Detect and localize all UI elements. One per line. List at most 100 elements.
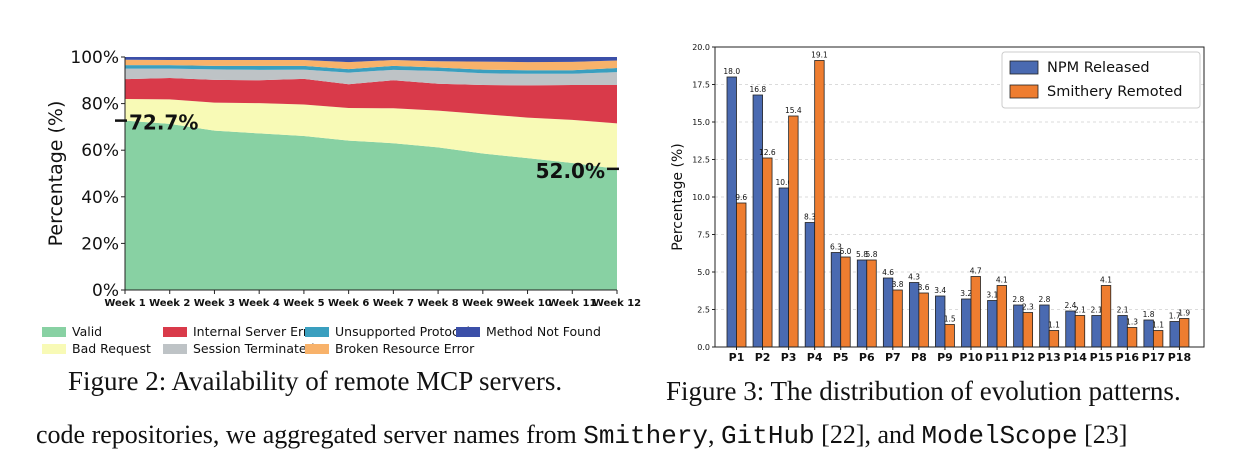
legend-swatch [1009,60,1039,75]
y-axis-label: Percentage (%) [670,143,686,250]
x-tick-label: Week 10 [503,298,551,309]
data-label: 2.1 [1117,306,1129,315]
data-label: 15.4 [785,106,802,115]
y-tick-label: 100% [70,48,119,68]
bar-smithery-p15 [1100,285,1112,348]
x-tick-label: Week 7 [373,298,414,309]
bar-npm-p2 [752,94,763,348]
x-tick-label: P7 [885,351,901,364]
legend-item-broken-resource-error: Broken Resource Error [305,341,475,356]
bar-smithery-p12 [1022,312,1034,348]
x-tick-label: P17 [1142,351,1165,364]
x-tick-label: P4 [807,351,823,364]
y-tick-label: 60% [81,141,119,161]
legend-swatch [163,327,187,337]
data-label: 9.6 [735,193,747,202]
area-bad-request [125,98,617,169]
bar-npm-p18 [1169,321,1180,348]
y-tick-label: 5.0 [697,268,710,277]
legend-swatch [42,344,66,354]
y-tick-label: 17.5 [692,81,710,90]
x-tick-label: P18 [1168,351,1191,364]
bar-smithery-p13 [1048,330,1060,348]
bar-smithery-p4 [814,60,825,348]
legend-label: Unsupported Protocol [335,324,470,339]
y-tick-label: 0.0 [697,343,710,352]
data-label: 5.8 [856,250,868,259]
evolution-patterns-bar-chart: 0.0 2.5 5.0 7.5 10.0 12.5 15.0 17.5 20.0 18.0 16.8… [670,43,1205,364]
bar-npm-p4 [804,222,816,348]
bar-npm-p14 [1065,310,1076,348]
availability-area-chart: 0% 20% 40% 60% 80% 100% Week 1 Week 2 Week 3 Week… [42,48,641,356]
data-label: 1.3 [1126,318,1138,327]
legend-label: Session Terminated [193,341,315,356]
y-tick-label: 20.0 [692,43,710,52]
y-tick-label: 40% [81,188,119,208]
code-smithery: Smithery [583,421,709,451]
legend-label: Valid [72,324,102,339]
x-tick-label: Week 3 [194,298,235,309]
data-label: 2.4 [1065,301,1077,310]
data-label: 4.1 [1100,276,1112,285]
legend-swatch [1009,84,1039,99]
data-label: 1.7 [1169,312,1181,321]
data-label: 2.3 [1022,303,1034,312]
legend-label: NPM Released [1047,60,1150,76]
bar-smithery-p14 [1074,315,1086,348]
data-label: 8.3 [804,213,816,222]
legend-item-unsupported-protocol: Unsupported Protocol [305,324,470,339]
area-session-terminated [125,68,617,86]
x-tick-label: Week 8 [417,298,458,309]
data-label: 4.7 [970,267,982,276]
area-broken-resource-error [125,59,617,71]
bar-smithery-p16 [1126,327,1138,348]
bar-npm-p1 [726,76,737,348]
body-text-part: [23] [1077,420,1128,449]
y-tick-label: 7.5 [697,231,710,240]
legend: NPM Released Smithery Remoted [1001,51,1201,109]
y-tick-label: 2.5 [697,306,710,315]
legend-item-session-terminated: Session Terminated [163,341,315,356]
bar-smithery-p2 [762,157,773,348]
data-label: 2.8 [1038,295,1050,304]
code-github: GitHub [721,421,815,451]
x-tick-label: Week 12 [593,298,641,309]
plot-frame [714,46,1205,348]
bar-smithery-p10 [970,276,981,348]
x-tick-label: P9 [937,351,953,364]
y-tick-label: 0% [92,281,119,301]
y-tick-label: 15.0 [692,118,710,127]
x-tick-label: Week 2 [149,298,190,309]
data-label: 1.1 [1048,321,1060,330]
x-tick-label: Week 6 [328,298,369,309]
bar-npm-p15 [1091,315,1102,348]
code-modelscope: ModelScope [921,421,1078,451]
data-label: 1.1 [1152,321,1164,330]
body-text-part: code repositories, we aggregated server … [36,420,584,449]
legend-label: Internal Server Error [193,324,321,339]
bar-npm-p8 [908,282,920,348]
data-label: 2.1 [1091,306,1103,315]
y-axis-label: Percentage (%) [45,101,67,247]
legend-item-method-not-found: Method Not Found [456,324,601,339]
x-tick-label: P12 [1011,351,1034,364]
bar-npm-p3 [778,187,790,348]
x-tick-label: Week 4 [239,298,280,309]
body-text-part: [22], and [814,420,922,449]
data-label: 6.0 [840,247,852,256]
y-tick-label: 80% [81,95,119,115]
body-text-part: , [708,420,722,449]
area-method-not-found [125,57,617,63]
x-tick-label: P1 [729,351,745,364]
x-tick-label: P6 [859,351,875,364]
annotation-label: 52.0% [536,159,605,183]
x-tick-label: P11 [985,351,1008,364]
area-valid [125,120,617,290]
data-label: 5.8 [866,250,878,259]
legend-item-bad-request: Bad Request [42,341,151,356]
legend-label: Method Not Found [486,324,601,339]
legend-item-valid: Valid [42,324,102,339]
legend-swatch [305,327,329,337]
data-label: 2.1 [1074,306,1086,315]
legend-box [1001,51,1201,109]
